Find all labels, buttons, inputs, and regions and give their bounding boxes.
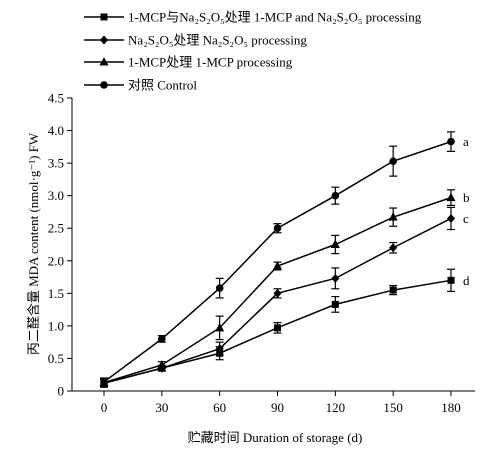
data-point: [331, 273, 340, 283]
legend-item-diamond: Na₂S₂O₅处理 Na₂S₂O₅ processing: [84, 33, 307, 48]
data-point: [274, 324, 281, 332]
data-point: [273, 224, 282, 233]
series-line: [103, 217, 452, 384]
data-point: [100, 378, 108, 386]
y-tick-label: 2.0: [48, 253, 64, 268]
axes: 0 0.5 1.0 1.5 2.0 2.5 3.0 3.5 4.0 4.5 0 30 60 90 120 15…: [48, 91, 475, 415]
x-tick-label: 60: [213, 400, 226, 415]
x-tick-label: 180: [441, 400, 461, 415]
legend-item-circle: 对照 Control: [84, 78, 197, 93]
y-tick-label: 3.5: [48, 156, 64, 171]
legend-label: Na₂S₂O₅处理 Na₂S₂O₅ processing: [128, 33, 307, 48]
data-point: [389, 286, 397, 294]
x-axis-label: 贮藏时间 Duration of storage (d): [188, 430, 363, 445]
y-tick-label: 4.5: [48, 91, 64, 106]
series-diamond: c: [100, 206, 469, 388]
x-tick-label: 30: [155, 400, 168, 415]
data-point: [389, 157, 397, 165]
legend: 1-MCP与Na₂S₂O₅处理 1-MCP and Na₂S₂O₅ proces…: [84, 10, 422, 93]
data-point: [215, 322, 225, 332]
x-tick-label: 0: [101, 400, 108, 415]
y-tick-label: 0: [58, 384, 65, 399]
data-point: [446, 192, 456, 202]
series-circle: a: [100, 131, 469, 387]
data-point: [215, 284, 224, 292]
data-point: [447, 137, 455, 146]
data-point: [388, 212, 398, 221]
data-point: [273, 288, 282, 298]
legend-label: 1-MCP与Na₂S₂O₅处理 1-MCP and Na₂S₂O₅ proces…: [128, 10, 422, 25]
data-point: [447, 276, 455, 284]
legend-marker: [100, 81, 108, 89]
legend-marker: [99, 57, 109, 66]
series-triangle: b: [99, 189, 470, 388]
significance-label: a: [463, 134, 469, 149]
data-point: [157, 359, 167, 369]
significance-label: c: [463, 211, 469, 226]
legend-item-triangle: 1-MCP处理 1-MCP processing: [84, 55, 293, 70]
y-tick-label: 3.0: [48, 188, 64, 203]
data-point: [331, 300, 339, 308]
y-axis-label: 丙二醛含量 MDA content (nmol·g⁻¹) FW: [26, 132, 41, 355]
legend-marker: [100, 35, 108, 45]
significance-label: d: [463, 273, 470, 288]
series-layer: d cb a: [99, 131, 470, 388]
data-point: [331, 191, 340, 200]
data-point: [330, 239, 340, 248]
data-point: [158, 335, 166, 343]
data-point: [273, 260, 282, 270]
y-tick-label: 4.0: [48, 123, 64, 138]
legend-label: 1-MCP处理 1-MCP processing: [128, 55, 293, 70]
significance-label: b: [463, 190, 470, 205]
x-tick-label: 120: [326, 400, 346, 415]
legend-item-square: 1-MCP与Na₂S₂O₅处理 1-MCP and Na₂S₂O₅ proces…: [84, 10, 422, 25]
legend-label: 对照 Control: [128, 78, 197, 93]
y-tick-label: 2.5: [48, 221, 64, 236]
y-tick-label: 0.5: [48, 351, 64, 366]
data-point: [447, 213, 455, 223]
data-point: [389, 243, 398, 253]
x-tick-label: 150: [383, 400, 403, 415]
data-point: [215, 344, 224, 354]
y-tick-label: 1.5: [48, 286, 64, 301]
x-tick-label: 90: [271, 400, 284, 415]
y-tick-label: 1.0: [48, 318, 64, 333]
legend-marker: [100, 13, 108, 21]
